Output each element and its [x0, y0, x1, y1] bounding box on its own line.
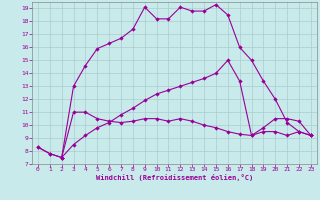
- X-axis label: Windchill (Refroidissement éolien,°C): Windchill (Refroidissement éolien,°C): [96, 174, 253, 181]
